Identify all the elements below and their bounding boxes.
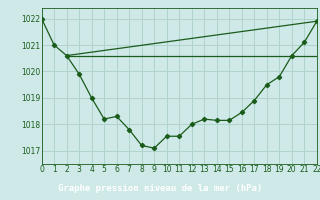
Text: Graphe pression niveau de la mer (hPa): Graphe pression niveau de la mer (hPa) xyxy=(58,184,262,193)
